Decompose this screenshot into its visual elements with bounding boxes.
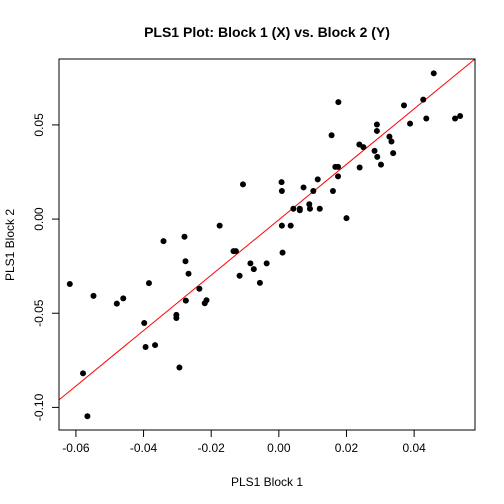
y-axis-label: PLS1 Block 2 bbox=[3, 209, 17, 281]
data-point bbox=[390, 150, 397, 157]
fit-line bbox=[59, 59, 475, 401]
data-point bbox=[203, 297, 210, 304]
data-point bbox=[356, 164, 363, 171]
data-point bbox=[328, 132, 335, 139]
data-point bbox=[120, 295, 127, 302]
x-tick-label: 0.00 bbox=[267, 441, 291, 455]
data-point bbox=[278, 179, 285, 186]
y-tick-label: -0.10 bbox=[32, 393, 46, 421]
data-point bbox=[310, 188, 317, 195]
plot-frame bbox=[58, 58, 476, 431]
x-tick-label: 0.04 bbox=[402, 441, 426, 455]
data-point bbox=[287, 222, 294, 229]
y-tick-label: 0.05 bbox=[32, 113, 46, 137]
data-point bbox=[296, 207, 303, 214]
x-tick-label: 0.02 bbox=[335, 441, 359, 455]
data-point bbox=[373, 127, 380, 134]
data-point bbox=[141, 320, 148, 327]
data-point bbox=[377, 161, 384, 168]
data-point bbox=[250, 266, 257, 273]
data-point bbox=[84, 413, 91, 420]
data-point bbox=[182, 297, 189, 304]
data-point bbox=[373, 121, 380, 128]
data-point bbox=[452, 115, 459, 122]
data-point bbox=[236, 272, 243, 279]
data-point bbox=[400, 102, 407, 109]
data-point bbox=[142, 343, 149, 350]
data-point bbox=[360, 144, 367, 151]
data-point bbox=[247, 260, 254, 267]
data-point bbox=[306, 201, 313, 208]
data-point bbox=[256, 279, 263, 286]
data-point bbox=[182, 258, 189, 265]
data-point bbox=[314, 176, 321, 183]
x-axis-label: PLS1 Block 1 bbox=[231, 475, 303, 489]
data-point bbox=[374, 153, 381, 160]
chart-title: PLS1 Plot: Block 1 (X) vs. Block 2 (Y) bbox=[144, 24, 390, 40]
plot-area: -0.06 -0.04 -0.02 0.00 0.02 0.04 -0.10 -0.05 0.0… bbox=[32, 58, 476, 455]
data-point bbox=[386, 133, 393, 140]
data-point bbox=[306, 205, 313, 212]
y-tick-label: -0.05 bbox=[32, 299, 46, 327]
data-point bbox=[423, 115, 430, 122]
data-point bbox=[279, 249, 286, 256]
data-point bbox=[290, 205, 297, 212]
data-point bbox=[232, 248, 239, 255]
data-point bbox=[300, 184, 307, 191]
data-point bbox=[196, 285, 203, 292]
data-point bbox=[66, 281, 73, 288]
data-point bbox=[90, 292, 97, 299]
data-point bbox=[420, 96, 427, 103]
x-tick-label: -0.04 bbox=[130, 441, 158, 455]
data-point bbox=[278, 222, 285, 229]
data-point bbox=[145, 280, 152, 287]
data-point bbox=[343, 215, 350, 222]
data-point bbox=[176, 364, 183, 371]
y-tick-label: 0.00 bbox=[32, 207, 46, 231]
data-point bbox=[239, 181, 246, 188]
data-point bbox=[185, 270, 192, 277]
data-point bbox=[371, 147, 378, 154]
data-point bbox=[152, 342, 159, 349]
data-point bbox=[335, 163, 342, 170]
x-tick-label: -0.02 bbox=[198, 441, 226, 455]
data-point bbox=[329, 188, 336, 195]
data-point bbox=[216, 222, 223, 229]
data-point bbox=[113, 300, 120, 307]
data-point bbox=[278, 188, 285, 195]
data-point bbox=[335, 173, 342, 180]
data-point bbox=[457, 113, 464, 120]
data-point bbox=[173, 314, 180, 321]
data-point bbox=[335, 99, 342, 106]
data-point bbox=[160, 238, 167, 245]
data-point bbox=[316, 205, 323, 212]
x-tick-label: -0.06 bbox=[62, 441, 90, 455]
data-point bbox=[407, 120, 414, 127]
data-point bbox=[181, 233, 188, 240]
data-point bbox=[430, 70, 437, 77]
data-point bbox=[80, 370, 87, 377]
data-point bbox=[388, 138, 395, 145]
data-point bbox=[263, 260, 270, 267]
